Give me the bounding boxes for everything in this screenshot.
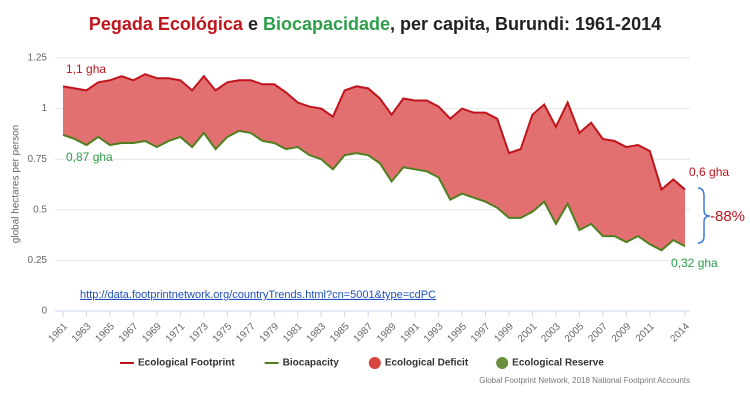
x-tick-label: 1975 (211, 321, 235, 345)
credit: Global Footprint Network, 2018 National … (479, 376, 690, 385)
y-tick-label: 0 (41, 306, 47, 317)
series-line (62, 73, 686, 192)
y-tick-label: 0.5 (33, 204, 47, 215)
x-tick-label: 1979 (258, 321, 282, 345)
x-tick-label: 1997 (469, 321, 493, 345)
x-tick-label: 1977 (234, 321, 258, 345)
legend-label: Ecological Footprint (138, 358, 235, 369)
x-tick-label: 2014 (668, 321, 692, 345)
legend-swatch (368, 357, 381, 369)
legend-label: Ecological Deficit (385, 358, 469, 369)
x-tick-label: 1973 (187, 321, 211, 345)
x-tick-label: 2005 (563, 321, 587, 345)
x-tick-label: 1961 (46, 321, 70, 345)
x-tick-label: 1989 (375, 321, 399, 345)
chart-title: Pegada Ecológica e Biocapacidade, per ca… (89, 14, 661, 34)
annotation: -88% (710, 208, 745, 225)
title-part: Biocapacidade (263, 14, 390, 34)
x-tick-label: 2009 (610, 321, 634, 345)
x-tick-label: 1965 (93, 321, 117, 345)
x-tick-label: 1993 (422, 321, 446, 345)
y-tick-label: 1 (41, 103, 47, 114)
x-tick-label: 1983 (305, 321, 329, 345)
source-link[interactable]: http://data.footprintnetwork.org/country… (80, 289, 436, 301)
y-tick-label: 1.25 (28, 53, 48, 64)
y-tick-label: 0.75 (28, 154, 48, 165)
x-tick-label: 1981 (281, 321, 305, 345)
x-tick-label: 1991 (399, 321, 423, 345)
y-tick-label: 0.25 (28, 255, 48, 266)
series-line (62, 129, 686, 252)
legend-label: Ecological Reserve (512, 358, 604, 369)
x-tick-label: 1985 (328, 321, 352, 345)
x-tick-label: 2011 (634, 321, 657, 344)
annotation: 1,1 gha (66, 62, 106, 76)
bracket (697, 187, 711, 244)
x-tick-label: 2007 (586, 321, 610, 345)
x-tick-label: 1971 (164, 321, 188, 345)
x-tick-label: 2001 (516, 321, 540, 345)
annotation: 0,6 gha (689, 165, 729, 179)
annotation: 0,32 gha (671, 256, 718, 270)
annotation: 0,87 gha (66, 150, 113, 164)
legend-swatch (496, 357, 509, 369)
y-axis-label: global hectares per person (11, 125, 22, 243)
x-tick-label: 1999 (492, 321, 516, 345)
deficit-area (63, 74, 685, 251)
x-tick-label: 1995 (445, 321, 469, 345)
title-part: Pegada Ecológica (89, 14, 244, 34)
title-part: e (243, 14, 263, 34)
x-tick-label: 1967 (117, 321, 141, 345)
x-tick-label: 1987 (352, 321, 376, 345)
title-part: , per capita, Burundi: 1961-2014 (390, 14, 661, 34)
x-tick-label: 2003 (539, 321, 563, 345)
legend-label: Biocapacity (283, 358, 340, 369)
x-tick-label: 1969 (140, 321, 164, 345)
x-tick-label: 1963 (70, 321, 94, 345)
